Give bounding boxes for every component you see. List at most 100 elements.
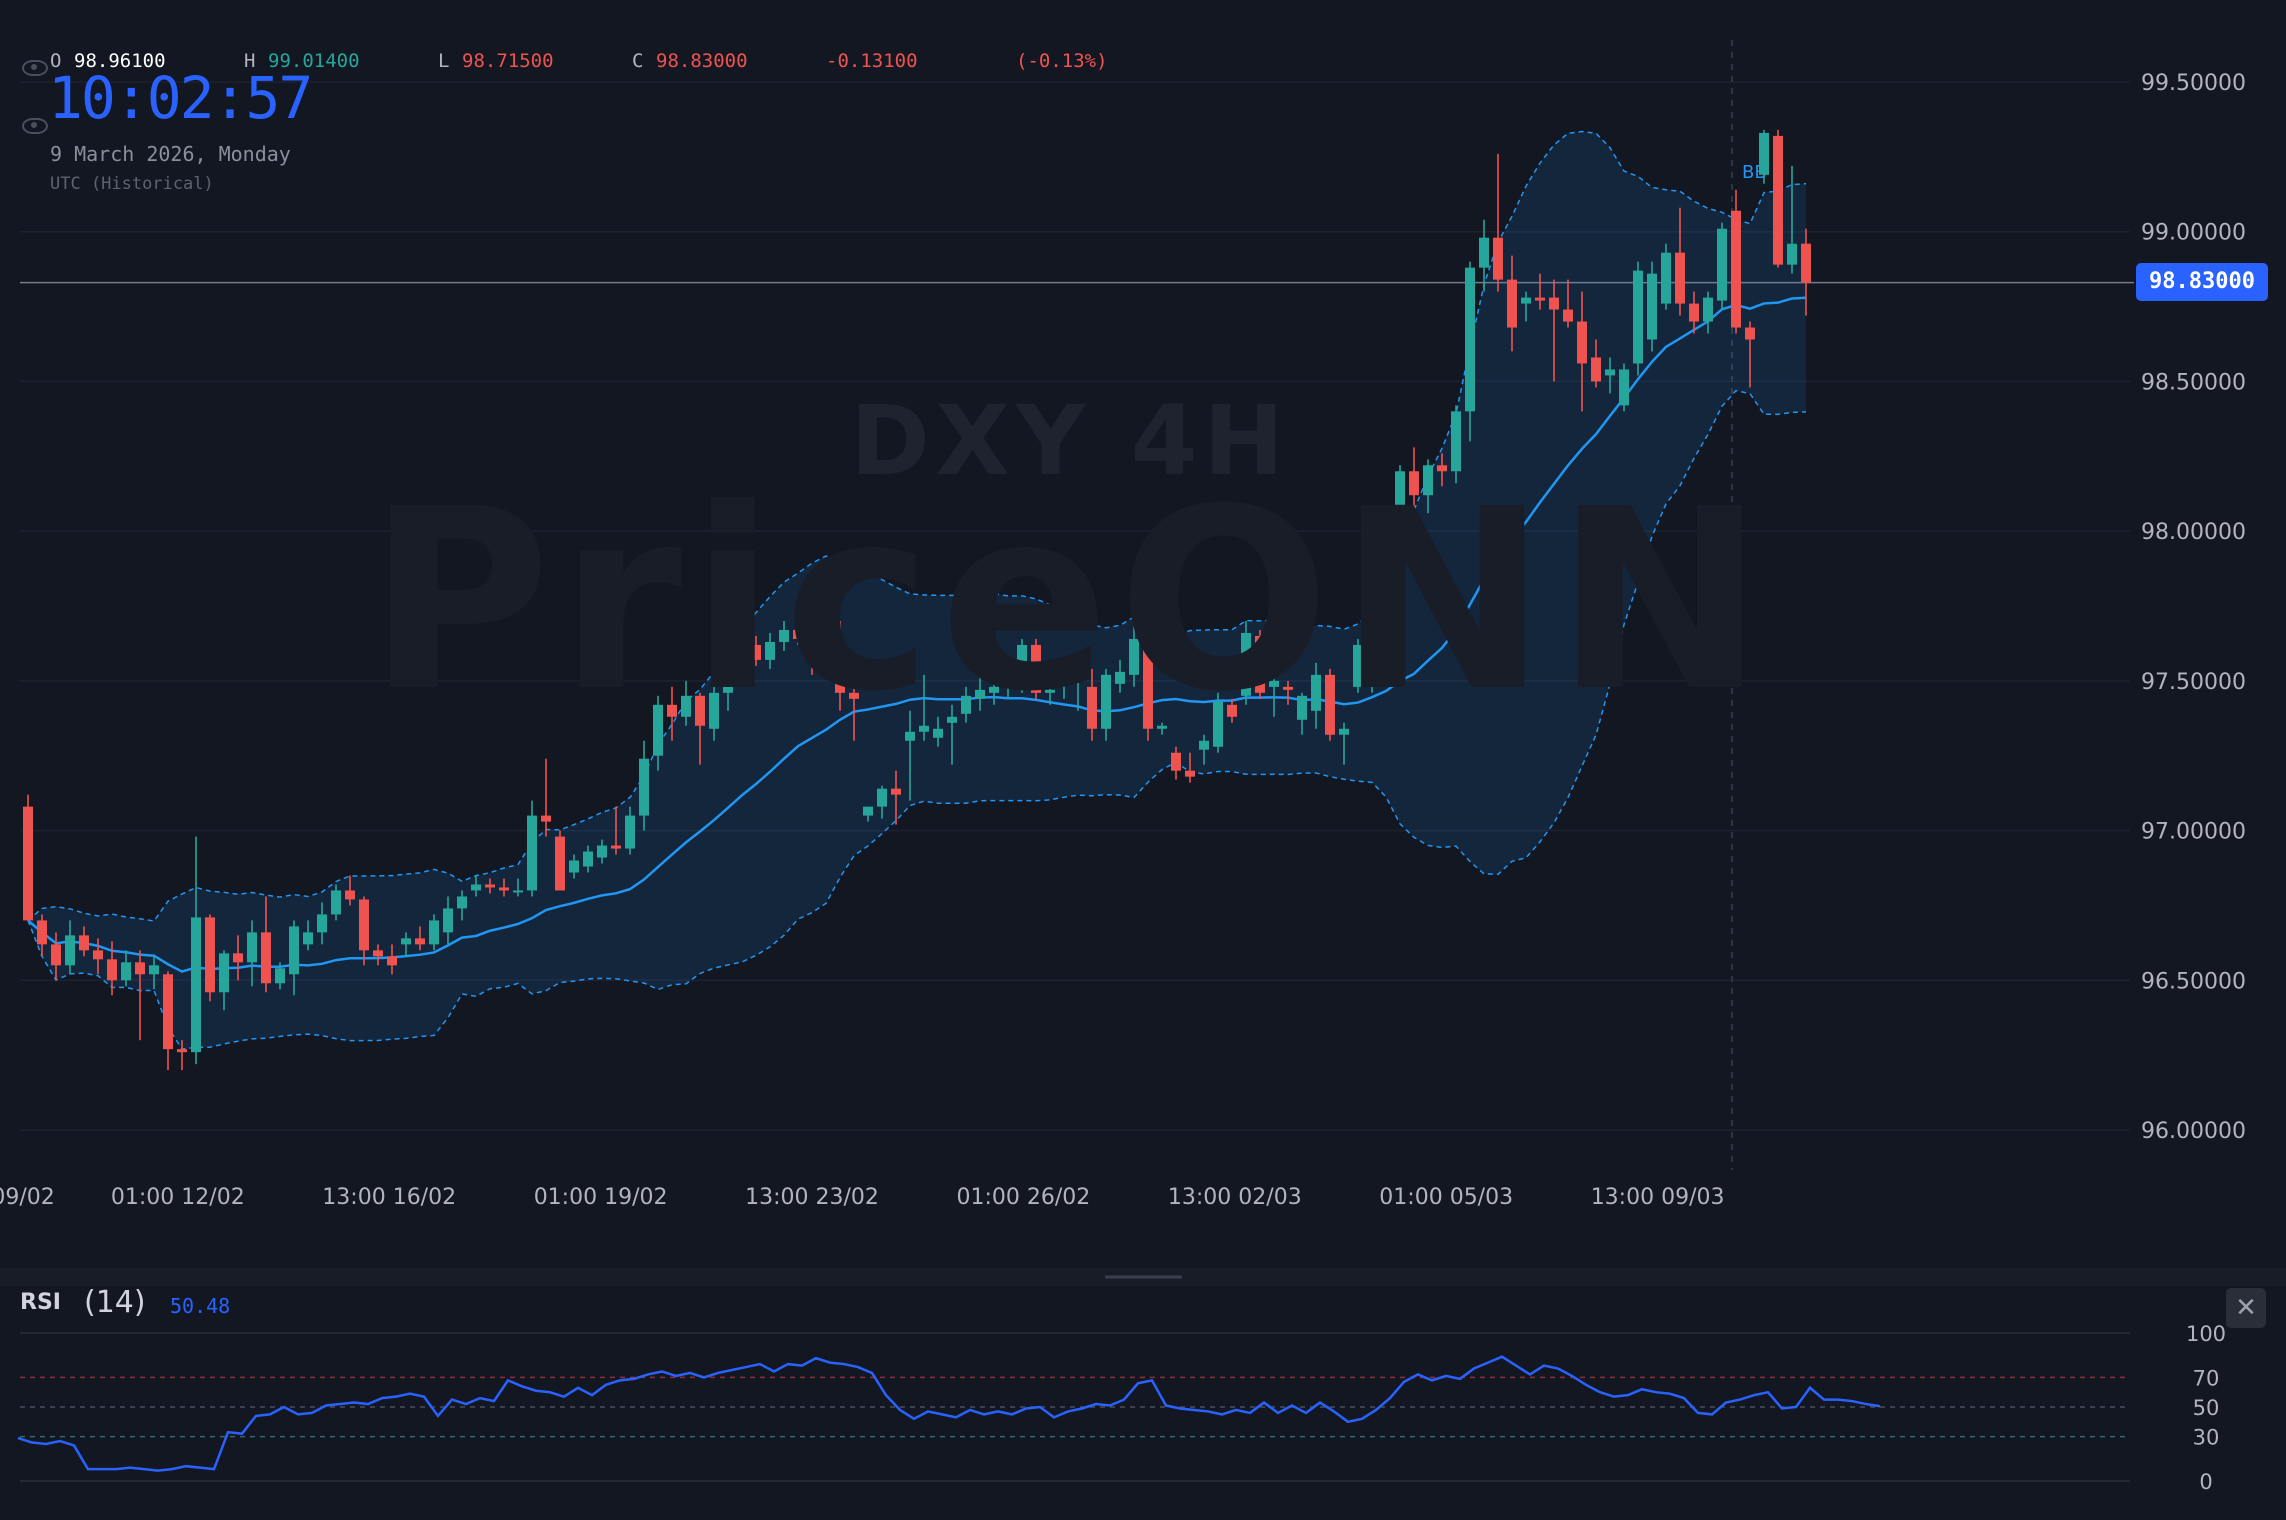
candle xyxy=(961,686,971,723)
candle-body xyxy=(1661,252,1671,304)
candle-body xyxy=(653,704,663,756)
candle-body xyxy=(1605,369,1615,376)
candle-body xyxy=(863,806,873,816)
candle xyxy=(233,935,243,981)
candle-body xyxy=(1577,321,1587,364)
candle-body xyxy=(93,950,103,960)
rsi-tick-label: 50 xyxy=(2193,1396,2220,1420)
axis-layer: 96.00000 96.50000 97.00000 97.50000 98.00000… xyxy=(0,71,2246,1210)
candle xyxy=(1325,668,1335,741)
candle-body xyxy=(793,629,803,639)
candle-body xyxy=(1325,674,1335,735)
candle xyxy=(1563,279,1573,328)
candle-body xyxy=(1535,297,1545,301)
candle-body xyxy=(919,725,929,732)
candle xyxy=(1381,528,1391,633)
candle-body xyxy=(1549,297,1559,310)
eye-icon[interactable] xyxy=(22,60,48,76)
candle xyxy=(205,914,215,1002)
candle xyxy=(1451,405,1461,484)
candle xyxy=(345,875,355,906)
candle xyxy=(569,854,579,879)
candle xyxy=(1745,321,1755,388)
candle xyxy=(177,1040,187,1071)
candle xyxy=(779,620,789,651)
candle xyxy=(1129,620,1139,687)
candle xyxy=(1409,447,1419,526)
candle-body xyxy=(289,926,299,975)
low-value: 98.71500 xyxy=(462,50,554,72)
candle-body xyxy=(443,908,453,933)
candle-body xyxy=(1157,725,1167,729)
candle xyxy=(1479,219,1489,292)
candle xyxy=(667,686,677,741)
candle-body xyxy=(485,884,495,888)
candle xyxy=(611,806,621,855)
candle xyxy=(863,806,873,822)
bb-upper-line xyxy=(27,130,1807,922)
candle xyxy=(1353,638,1363,693)
high-value: 99.01400 xyxy=(268,50,360,72)
candle-body xyxy=(541,815,551,822)
candle-body xyxy=(65,935,75,966)
candle-body xyxy=(947,716,957,723)
candle-body xyxy=(1017,644,1027,687)
rsi-line xyxy=(17,1355,1881,1472)
candle xyxy=(289,920,299,996)
candle xyxy=(149,956,159,990)
candle-body xyxy=(933,728,943,738)
bb-middle-line xyxy=(27,296,1807,973)
candle xyxy=(541,758,551,837)
candle xyxy=(1031,638,1041,699)
rsi-tick-label: 70 xyxy=(2193,1366,2220,1390)
candle-body xyxy=(1367,620,1377,687)
x-tick-label: 01:00 19/02 xyxy=(534,1185,668,1210)
candle-body xyxy=(611,845,621,849)
candle xyxy=(1185,752,1195,783)
candle-body xyxy=(1297,695,1307,720)
candle-body xyxy=(121,962,131,981)
candle xyxy=(1339,722,1349,765)
candle xyxy=(1437,453,1447,487)
rsi-close-button[interactable]: ✕ xyxy=(2226,1288,2266,1328)
candle xyxy=(65,920,75,975)
candle-body xyxy=(177,1049,187,1053)
candle-body xyxy=(569,860,579,873)
candle xyxy=(37,914,47,957)
candle xyxy=(1493,153,1503,292)
candle-body xyxy=(1283,686,1293,690)
candle xyxy=(1157,722,1167,735)
candle xyxy=(1703,291,1713,334)
candle xyxy=(1549,279,1559,382)
candle xyxy=(1045,686,1055,705)
candle-body xyxy=(1423,465,1433,496)
candle-body xyxy=(751,644,761,660)
x-tick-label: 01:00 26/02 xyxy=(957,1185,1091,1210)
y-tick-label: 99.50000 xyxy=(2141,71,2246,96)
low-label: L xyxy=(438,50,450,72)
candle xyxy=(877,785,887,819)
candle-body xyxy=(989,686,999,693)
candle xyxy=(443,896,453,945)
close-value: 98.83000 xyxy=(656,50,748,72)
candle xyxy=(1801,228,1811,316)
current-price-badge: 98.83000 xyxy=(2136,263,2268,301)
eye-icon[interactable] xyxy=(22,118,48,134)
candle-body xyxy=(1129,638,1139,675)
candle xyxy=(765,632,775,669)
candle-body xyxy=(23,806,33,921)
bb-lower-line xyxy=(27,389,1807,1050)
candle xyxy=(835,620,845,711)
candle xyxy=(247,920,257,987)
candle-body xyxy=(1801,243,1811,283)
candle-body xyxy=(1059,674,1069,681)
y-tick-label: 97.50000 xyxy=(2141,670,2246,695)
candle xyxy=(219,950,229,1011)
candle-body xyxy=(205,917,215,993)
candle-body xyxy=(681,695,691,717)
candle xyxy=(373,944,383,966)
candle xyxy=(1171,746,1181,780)
candle xyxy=(415,926,425,951)
